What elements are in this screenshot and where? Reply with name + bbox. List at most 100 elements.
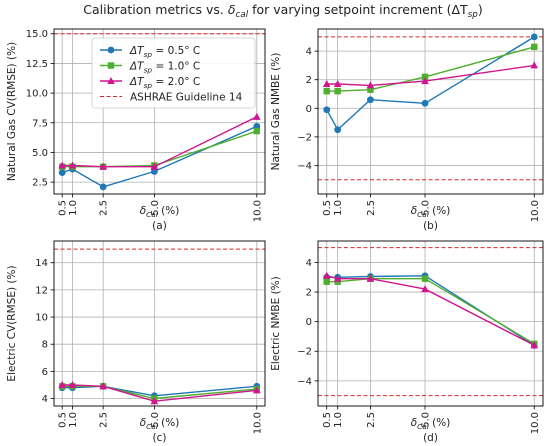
plot-frame — [53, 28, 266, 195]
x-tick-label: 0.5 — [322, 412, 333, 428]
y-tick-label: 0 — [306, 104, 312, 115]
data-point — [421, 275, 429, 282]
figure-title: Calibration metrics vs. δcal for varying… — [83, 2, 482, 20]
data-point — [58, 380, 66, 388]
data-point — [253, 112, 261, 120]
y-tick-label: 2 — [306, 288, 312, 299]
data-point — [323, 87, 330, 95]
y-tick-label: 7.5 — [32, 118, 48, 129]
x-tick-label: 5.0 — [421, 200, 432, 216]
y-tick-label: 6 — [42, 367, 48, 378]
data-point — [150, 162, 159, 170]
data-point — [530, 341, 539, 349]
y-axis-label: Electric NMBE (%) — [270, 276, 282, 371]
x-tick-label: 10.0 — [252, 412, 263, 434]
data-point — [333, 80, 342, 87]
legend-marker — [107, 77, 115, 84]
y-tick-label: 0 — [306, 317, 312, 328]
data-point — [334, 87, 341, 95]
data-point — [150, 397, 159, 405]
legend-entry-label: ASHRAE Guideline 14 — [130, 91, 243, 103]
data-point — [68, 161, 77, 169]
panel-label: (c) — [153, 432, 167, 444]
y-tick-label: 2 — [306, 75, 312, 86]
legend-marker — [107, 46, 115, 54]
data-point — [333, 274, 342, 282]
legend-entry-label: ΔTsp = 0.5° C — [129, 45, 200, 59]
y-tick-label: 14 — [35, 258, 48, 269]
data-point — [367, 86, 374, 93]
y-tick-label: 12 — [35, 285, 48, 296]
y-tick-label: 4 — [42, 394, 48, 405]
x-tick-label: 1.0 — [68, 412, 79, 428]
x-tick-label: 0.5 — [58, 412, 69, 428]
x-tick-label: 2.5 — [366, 412, 377, 428]
chart-panel-d: −4 −2 0 2 4 0.5 1.0 2.5 5.0 10.0 δCal (%)(d) Electr… — [270, 240, 544, 444]
x-tick-label: 5.0 — [150, 200, 161, 216]
y-tick-label: 15.0 — [26, 29, 48, 40]
y-axis-label: Electric CV(RMSE) (%) — [6, 265, 18, 381]
y-tick-label: 4 — [306, 258, 312, 269]
y-axis-label: Natural Gas CV(RMSE) (%) — [6, 42, 18, 181]
y-tick-label: 8 — [42, 340, 48, 351]
y-tick-label: −4 — [297, 376, 312, 387]
x-tick-label: 1.0 — [68, 200, 79, 216]
data-point — [322, 271, 331, 279]
data-point — [253, 127, 261, 135]
data-point — [530, 33, 538, 41]
data-point — [58, 169, 66, 177]
plot-frame — [317, 240, 544, 407]
x-axis-label: δCal (%) — [411, 417, 451, 431]
data-point — [334, 126, 342, 134]
x-axis-label: δCal (%) — [140, 205, 180, 219]
data-point — [253, 386, 261, 394]
x-axis-label: δCal (%) — [411, 205, 451, 219]
data-point — [99, 162, 107, 170]
data-point — [421, 99, 429, 107]
chart-panel-a: 2.5 5.0 7.5 10.0 12.5 15.0 0.5 1.0 2.5 5.0 10.0 δCa… — [6, 28, 266, 232]
y-tick-label: −4 — [297, 161, 312, 172]
chart-panel-b: −4 −2 0 2 4 0.5 1.0 2.5 5.0 10.0 δCal (%)(b) Natura… — [270, 28, 544, 232]
chart-panels: 2.55.07.510.012.515.00.5 1.0 2.5 5.0 10.0δCa… — [6, 28, 544, 444]
data-point — [323, 278, 330, 285]
x-tick-label: 10.0 — [530, 412, 541, 434]
y-tick-label: 12.5 — [26, 59, 48, 70]
y-tick-label: 4 — [306, 47, 312, 58]
legend-box — [91, 37, 256, 109]
legend-entry-label: ΔTsp = 1.0° C — [129, 60, 200, 74]
data-point — [323, 106, 331, 114]
panel-label: (b) — [423, 220, 438, 232]
x-tick-label: 2.5 — [99, 412, 110, 428]
data-point — [322, 80, 331, 87]
panel-label: (a) — [152, 220, 167, 232]
data-point — [531, 43, 538, 51]
data-point — [99, 183, 107, 191]
y-axis-label: Natural Gas NMBE (%) — [270, 53, 282, 171]
data-point — [68, 380, 77, 388]
y-tick-label: −2 — [297, 132, 312, 143]
y-tick-label: 2.5 — [32, 178, 48, 189]
x-tick-label: 10.0 — [530, 200, 541, 222]
x-tick-label: 1.0 — [333, 200, 344, 216]
y-tick-label: 10.0 — [26, 89, 48, 100]
data-point — [421, 77, 429, 85]
data-point — [421, 73, 429, 81]
panel-label: (d) — [423, 432, 438, 444]
x-tick-label: 2.5 — [366, 200, 377, 216]
y-tick-label: 5.0 — [32, 148, 48, 159]
data-point — [367, 96, 374, 104]
data-point — [366, 81, 375, 89]
legend-entry-label: ΔTsp = 2.0° C — [129, 76, 200, 90]
x-tick-label: 5.0 — [421, 412, 432, 428]
x-tick-label: 5.0 — [150, 412, 161, 428]
x-tick-label: 0.5 — [322, 200, 333, 216]
x-tick-label: 10.0 — [252, 200, 263, 222]
data-point — [150, 168, 158, 175]
plot-frame — [53, 240, 266, 407]
x-tick-label: 1.0 — [333, 412, 344, 428]
x-tick-label: 2.5 — [99, 200, 110, 216]
data-point — [366, 274, 375, 282]
x-tick-label: 0.5 — [58, 200, 69, 216]
